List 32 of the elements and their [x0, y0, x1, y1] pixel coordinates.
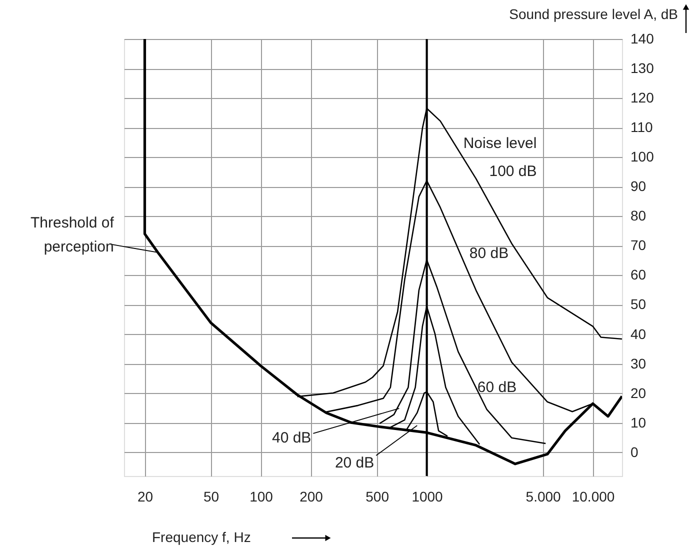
y-tick-label: 80 [630, 208, 646, 224]
annotation: 100 dB [489, 163, 537, 180]
annotation: 80 dB [469, 245, 509, 262]
y-tick-label: 60 [630, 266, 646, 283]
x-tick-label: 1000 [412, 488, 444, 504]
annotation: Noise level [463, 135, 537, 152]
y-tick-label: 50 [630, 296, 646, 312]
y-tick-label: 130 [630, 60, 654, 76]
y-tick-label: 10 [630, 414, 646, 430]
y-tick-label: 40 [630, 326, 646, 342]
annotation: 20 dB [334, 454, 374, 472]
y-tick-label: 70 [630, 237, 646, 254]
y-tick-label: 20 [630, 384, 646, 401]
x-tick-label: 50 [204, 488, 220, 504]
annotation: 40 dB [272, 429, 312, 446]
x-tick-label: 20 [137, 488, 154, 504]
annotation: 60 dB [477, 379, 517, 396]
y-tick-label: 120 [630, 90, 654, 106]
y-tick-label: 30 [630, 355, 646, 372]
x-axis-title: Frequency f, Hz [152, 529, 251, 545]
y-tick-label: 100 [630, 148, 654, 165]
x-tick-label: 500 [366, 488, 390, 504]
x-tick-label: 100 [250, 488, 274, 504]
x-tick-label: 200 [300, 488, 324, 504]
x-tick-label: 5.000 [526, 488, 562, 504]
y-axis-title: Sound pressure level A, dB [509, 6, 678, 22]
y-tick-label: 140 [630, 30, 654, 46]
y-tick-label: 0 [630, 444, 638, 460]
x-tick-label: 10.000 [572, 488, 615, 504]
y-tick-label: 90 [630, 178, 646, 194]
y-tick-label: 110 [630, 119, 654, 136]
annotation: Threshold of perception [30, 214, 115, 256]
